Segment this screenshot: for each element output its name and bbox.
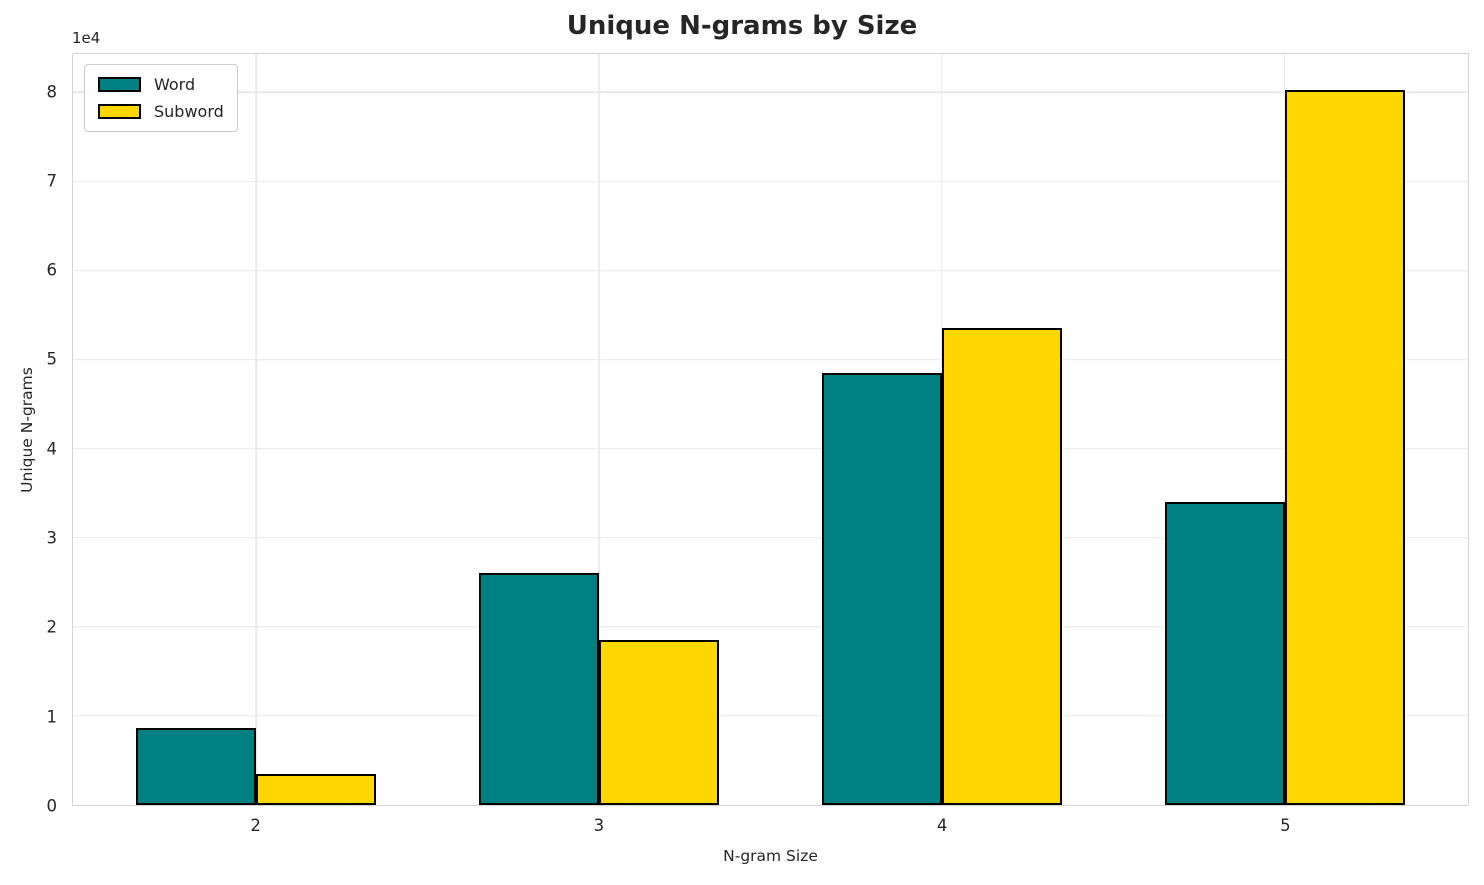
legend: Word Subword bbox=[84, 64, 238, 132]
x-tick-label: 4 bbox=[936, 816, 948, 835]
y-axis-ticks: 0 1 2 3 4 5 6 7 8 bbox=[0, 53, 72, 815]
x-tick-label: 2 bbox=[250, 816, 261, 835]
h-gridline bbox=[73, 180, 1468, 183]
h-gridline bbox=[73, 91, 1468, 94]
legend-label: Word bbox=[154, 75, 196, 94]
h-gridline bbox=[73, 447, 1468, 450]
y-tick-label: 7 bbox=[46, 171, 58, 191]
bar-subword-5 bbox=[1284, 89, 1405, 805]
y-tick-label: 4 bbox=[46, 439, 58, 459]
y-tick-label: 5 bbox=[46, 349, 58, 369]
bar-word-2 bbox=[136, 727, 257, 805]
chart-title: Unique N-grams by Size bbox=[566, 11, 918, 41]
legend-swatch-subword bbox=[98, 104, 141, 119]
bar-word-3 bbox=[479, 573, 600, 805]
y-tick-label: 1 bbox=[46, 707, 58, 727]
h-gridline bbox=[73, 626, 1468, 628]
bar-subword-3 bbox=[599, 640, 720, 805]
y-tick-label: 2 bbox=[46, 617, 58, 637]
h-gridline bbox=[73, 537, 1468, 539]
y-tick-label: 3 bbox=[46, 528, 58, 548]
plot-area: Word Subword bbox=[72, 53, 1469, 806]
h-gridline bbox=[73, 715, 1468, 717]
bar-subword-4 bbox=[941, 328, 1062, 805]
y-tick-label: 8 bbox=[46, 82, 58, 102]
bar-word-4 bbox=[821, 373, 942, 805]
legend-entry: Subword bbox=[98, 102, 224, 121]
v-gridline bbox=[598, 54, 600, 805]
x-tick-label: 5 bbox=[1280, 816, 1291, 835]
h-gridline bbox=[73, 358, 1468, 361]
y-axis-offset-label: 1e4 bbox=[72, 29, 101, 47]
x-tick-label: 3 bbox=[593, 816, 605, 835]
bar-word-5 bbox=[1164, 502, 1285, 805]
y-tick-label: 0 bbox=[46, 796, 58, 816]
bar-subword-2 bbox=[256, 773, 377, 805]
v-gridline bbox=[255, 54, 258, 805]
legend-swatch-word bbox=[98, 77, 141, 92]
legend-entry: Word bbox=[98, 75, 224, 94]
h-gridline bbox=[73, 269, 1468, 272]
x-axis-label: N-gram Size bbox=[723, 847, 818, 865]
y-tick-label: 6 bbox=[46, 260, 58, 280]
x-axis-ticks: 2 3 4 5 bbox=[72, 812, 1469, 840]
legend-label: Subword bbox=[154, 102, 224, 121]
